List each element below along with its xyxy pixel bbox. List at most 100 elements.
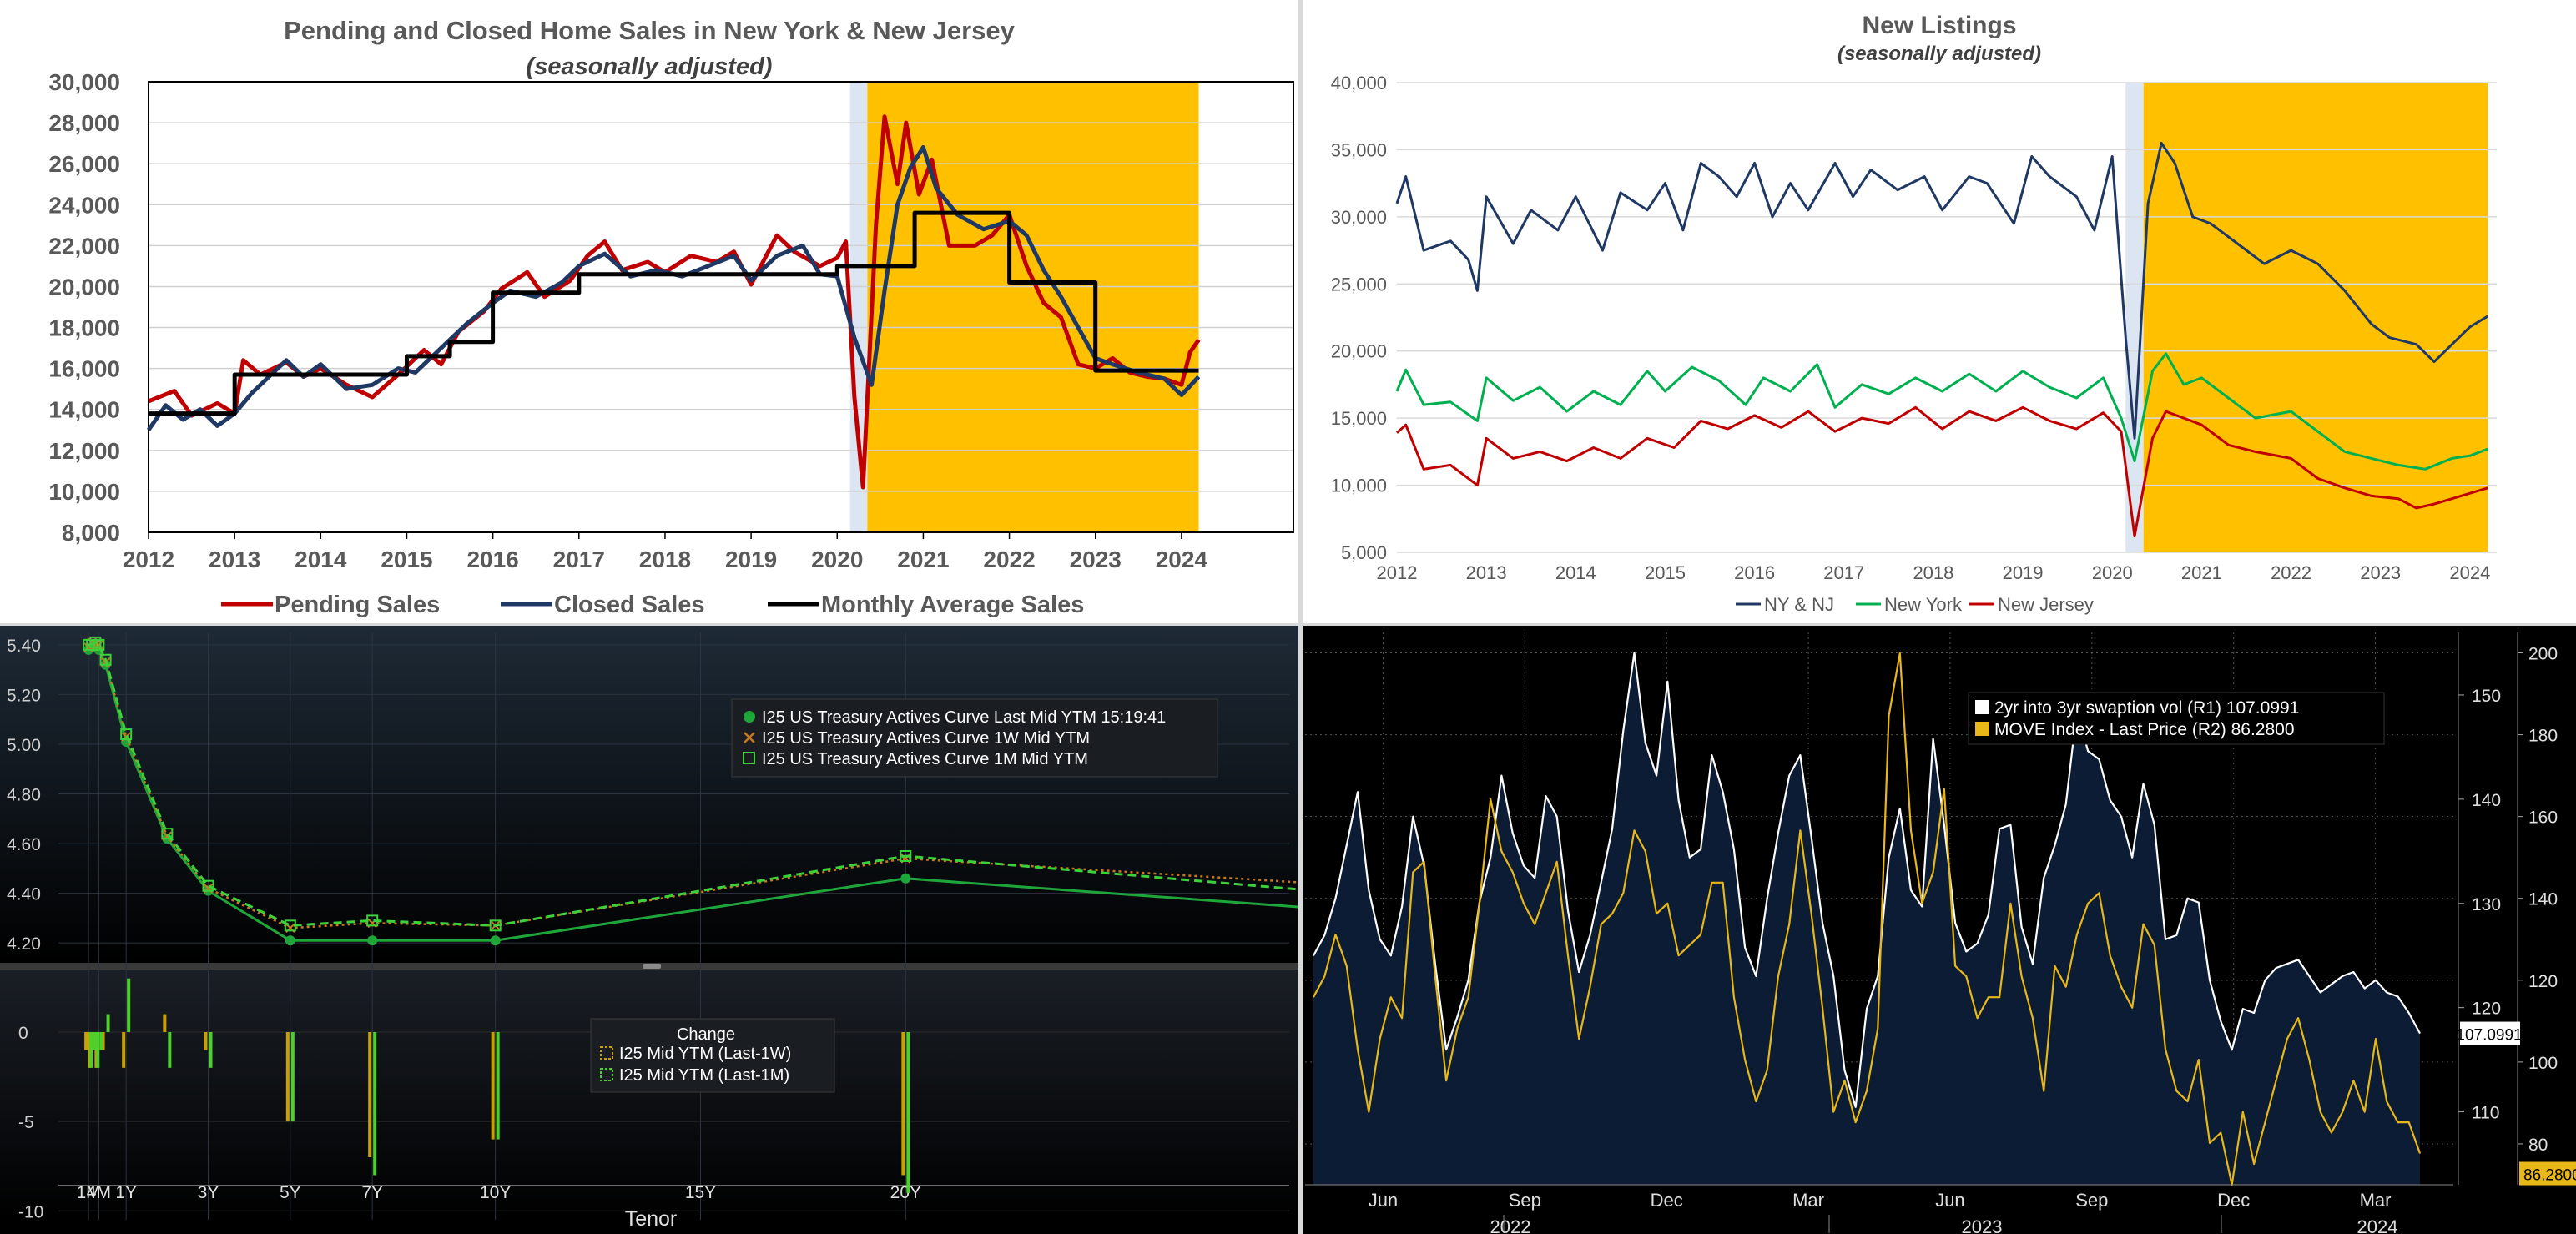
change-bar <box>491 1032 495 1140</box>
series-line-1 <box>146 145 1201 431</box>
y-tick-label: 130 <box>2472 895 2501 914</box>
curve-marker <box>86 638 98 651</box>
new-listings-chart: New Listings (seasonally adjusted) 5,000… <box>1331 12 2497 615</box>
change-bar <box>99 1032 103 1050</box>
y-tick-label: 4.20 <box>7 934 41 954</box>
vertical-divider <box>1298 0 1303 1234</box>
y-tick-label: 35,000 <box>1331 139 1387 160</box>
change-bar <box>209 1032 213 1068</box>
curve-marker <box>161 828 174 840</box>
y-tick-label: 10,000 <box>48 479 120 505</box>
year-label: 2024 <box>2357 1216 2398 1234</box>
x-tick-label: 2023 <box>2360 562 2401 583</box>
curve-marker <box>202 879 214 892</box>
y-tick-label: 120 <box>2472 1000 2501 1019</box>
y-tick-label: 5.20 <box>7 686 41 705</box>
y-tick-label: 18,000 <box>48 315 120 341</box>
x-tick-label: 2020 <box>2092 562 2133 583</box>
series-line-1 <box>1395 352 2488 471</box>
y-tick-label: 5.40 <box>7 637 41 656</box>
y-tick-label: 120 <box>2528 972 2558 991</box>
x-tick-label: 2016 <box>466 546 518 572</box>
legend-label: I25 US Treasury Actives Curve Last Mid Y… <box>762 708 1166 727</box>
change-bar <box>373 1032 377 1176</box>
legend-label: Monthly Average Sales <box>821 592 1084 618</box>
change-bar <box>204 1032 208 1050</box>
y-tick-label: 4.40 <box>7 885 41 904</box>
legend-label: I25 Mid YTM (Last-1W) <box>619 1045 791 1063</box>
change-bar <box>496 1032 500 1140</box>
y-tick-label: 200 <box>2528 645 2558 664</box>
home-sales-chart: Pending and Closed Home Sales in New Yor… <box>48 16 1294 618</box>
y-tick-label: 0 <box>18 1024 28 1043</box>
change-bar <box>368 1032 372 1157</box>
y-tick-label: 10,000 <box>1331 476 1387 496</box>
y-tick-label: 180 <box>2528 727 2558 746</box>
legend-swatch <box>1975 700 1989 714</box>
y-tick-label: 30,000 <box>48 69 120 95</box>
home-sales-panel: Pending and Closed Home Sales in New Yor… <box>0 0 1298 623</box>
shaded-region <box>867 82 1199 532</box>
x-tick-label: 4M <box>87 1183 111 1202</box>
change-bar <box>901 1032 905 1176</box>
y-tick-label: 8,000 <box>62 520 120 546</box>
curve-marker <box>284 919 296 932</box>
x-tick-label: Jun <box>1935 1190 1964 1211</box>
y-tick-label: 140 <box>2528 890 2558 909</box>
y-tick-label: 15,000 <box>1331 408 1387 429</box>
y-tick-label: -10 <box>18 1202 43 1221</box>
y-tick-label: 4.60 <box>7 835 41 854</box>
x-tick-label: 2020 <box>811 546 863 572</box>
legend-swatch <box>744 732 755 743</box>
legend-swatch <box>743 752 755 764</box>
y-tick-label: 100 <box>2528 1054 2558 1073</box>
series-line-2 <box>149 210 1199 416</box>
x-tick-label: Jun <box>1369 1190 1398 1211</box>
y-tick-label: 110 <box>2472 1104 2499 1123</box>
curve-marker <box>490 935 501 946</box>
x-tick-label: Dec <box>2217 1190 2250 1211</box>
x-tick-label: 7Y <box>361 1183 383 1202</box>
x-tick-label: Dec <box>1651 1190 1683 1211</box>
last-value-label: 86.2800 <box>2523 1167 2576 1185</box>
y-tick-label: 20,000 <box>48 274 120 300</box>
y-tick-label: 5,000 <box>1341 542 1387 563</box>
y-tick-label: 20,000 <box>1331 341 1387 362</box>
year-label: 2023 <box>1962 1216 2003 1234</box>
series-line-0 <box>1395 141 2489 440</box>
x-tick-label: 2024 <box>2449 562 2490 583</box>
legend-label: NY & NJ <box>1764 594 1834 615</box>
x-tick-label: Sep <box>2075 1190 2108 1211</box>
y-tick-label: 30,000 <box>1331 207 1387 228</box>
curve-marker <box>366 914 379 927</box>
x-tick-label: 15Y <box>685 1183 716 1202</box>
x-tick-label: 2015 <box>1645 562 1686 583</box>
legend-label: Closed Sales <box>554 592 705 618</box>
legend-label: New York <box>1884 594 1963 615</box>
change-bar <box>122 1032 126 1068</box>
change-bar <box>84 1032 88 1050</box>
y-tick-label: 26,000 <box>48 151 120 177</box>
x-tick-label: 5Y <box>280 1183 301 1202</box>
splitter-handle[interactable] <box>643 964 661 969</box>
x-axis-label: Tenor <box>625 1207 678 1231</box>
x-tick-label: 2013 <box>209 546 260 572</box>
x-tick-label: 2021 <box>897 546 949 572</box>
legend-label: MOVE Index - Last Price (R2) 86.2800 <box>1994 720 2295 739</box>
chart-title: New Listings <box>1862 12 2016 39</box>
x-tick-label: 2014 <box>1555 562 1596 583</box>
legend-label: I25 US Treasury Actives Curve 1M Mid YTM <box>762 750 1088 768</box>
x-tick-label: 2015 <box>381 546 432 572</box>
curve-marker <box>99 653 112 666</box>
legend-label: I25 Mid YTM (Last-1M) <box>619 1066 789 1085</box>
y-tick-label: 16,000 <box>48 356 120 382</box>
x-tick-label: 2017 <box>1823 562 1864 583</box>
move-line <box>1313 652 2422 1186</box>
change-bar <box>89 1032 93 1068</box>
y-tick-label: 160 <box>2528 808 2558 828</box>
change-bar <box>101 1032 105 1050</box>
x-tick-label: 20Y <box>890 1183 921 1202</box>
x-tick-label: 2018 <box>1913 562 1953 583</box>
curve-marker <box>93 638 105 651</box>
